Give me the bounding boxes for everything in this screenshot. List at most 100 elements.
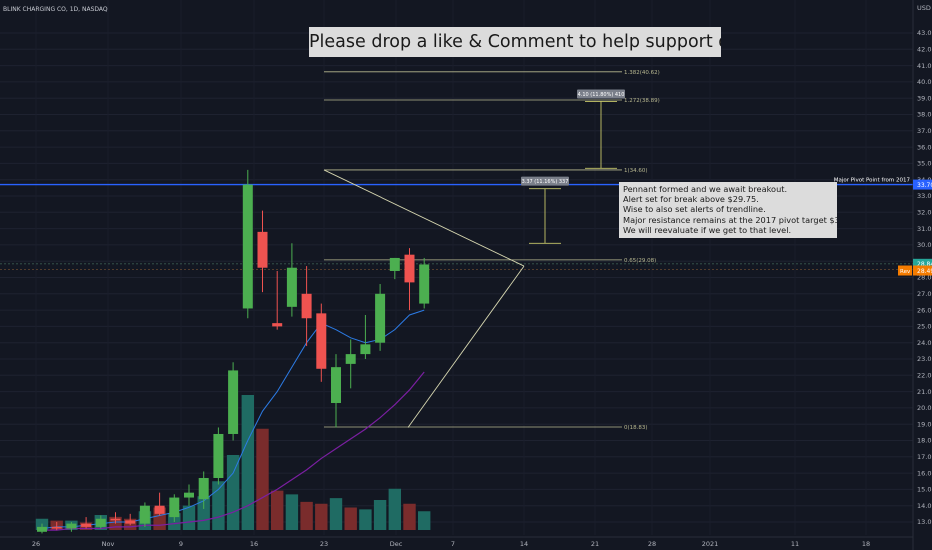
volume-bar [373,500,387,530]
time-tick-label: 9 [179,540,183,548]
volume-bar [271,490,284,530]
candle-body [286,267,297,307]
price-tick-label: 38.00 [917,111,932,119]
volume-bar [418,511,431,530]
price-tick-label: 32.00 [917,209,932,217]
candle-body [301,293,312,319]
pivot-price-tag [913,179,932,190]
candle-body [375,293,386,343]
time-tick-label: 7 [451,540,455,548]
measure-label: 4.10 (11.80%) 410 [578,92,625,98]
volume-bar [388,488,401,530]
candle-body [213,433,224,478]
candle-body [198,477,209,500]
price-tick-label: 42.00 [917,46,932,54]
candle-body [257,231,268,268]
price-axis[interactable]: 13.00 14.00 15.00 16.00 17.00 18.00 19.00 20.00… [912,0,932,550]
candle-body [184,492,194,498]
price-tick-label: 16.00 [917,469,932,477]
price-tick-label: 43.00 [917,29,932,37]
current-price-tag [913,265,932,276]
candle-body [242,184,253,309]
note-line: Pennant formed and we await breakout. [623,184,788,194]
measure-label-box [577,89,625,99]
price-tick-label: 15.00 [917,486,932,494]
volume-bar [403,503,416,530]
current-price-label: 28.49 [917,268,932,275]
current-price-badge [898,265,912,276]
time-tick-label: Nov [102,540,115,548]
volume-bar [226,455,240,530]
currency-label: USD [917,4,931,12]
price-tick-label: 31.00 [917,225,932,233]
price-tick-label: 21.00 [917,388,932,396]
last-price-tag [913,258,932,269]
price-tick-label: 24.00 [917,339,932,347]
price-tick-label: 17.00 [917,453,932,461]
ma-slow-line [42,371,425,531]
candle-body [51,526,62,529]
price-tick-label: 35.00 [917,160,932,168]
price-tick-label: 14.00 [917,502,932,510]
upper-trendline [323,169,525,267]
candles [37,169,430,534]
time-tick-label: 26 [32,540,40,548]
price-tick-label: 41.00 [917,62,932,70]
candle-body [95,518,106,527]
price-tick-label: 19.00 [917,420,932,428]
price-tick-label: 33.00 [917,192,932,200]
pivot-price-label: 33.70 [917,182,932,189]
current-price-tag-text: Rev [900,269,911,275]
price-tick-label: 25.00 [917,323,932,331]
volume-bar [256,428,269,530]
measure-label: 3.37 (11.16%) 337 [522,179,569,185]
price-tick-label: 18.00 [917,437,932,445]
candle-body [139,505,150,524]
volume-bar [344,507,357,530]
fib-level-label: 0(18.83) [624,425,648,431]
price-tick-label: 39.00 [917,94,932,102]
candle-body [316,313,327,369]
price-tick-label: 40.00 [917,78,932,86]
time-tick-label: 23 [320,540,328,548]
price-tick-label: 27.00 [917,290,932,298]
volume-bar [315,503,328,530]
candle-body [345,354,356,364]
candle-body [125,520,136,524]
price-tick-label: 23.00 [917,355,932,363]
pivot-label: Major Pivot Point from 2017 [834,178,911,184]
last-price-label: 28.84 [917,261,932,268]
note-line: Alert set for break above $29.75. [623,194,759,205]
volume-bar [197,496,210,530]
candle-body [154,505,165,514]
candle-body [419,264,430,304]
price-tick-label: 13.00 [917,518,932,526]
support-banner: Please drop a like & Comment to help sup… [309,27,721,57]
time-tick-label: 18 [862,540,870,548]
time-tick-label: 14 [520,540,528,548]
volume-bar [241,395,254,530]
time-axis[interactable]: 26 Nov 9 16 23 Dec 7 14 21 28 2021 11 18 [0,536,913,548]
time-tick-label: 28 [648,540,656,548]
price-tick-label: 22.00 [917,372,932,380]
candle-body [331,367,341,404]
candle-body [110,518,121,521]
time-tick-label: 21 [591,540,599,548]
price-tick-label: 26.00 [917,306,932,314]
price-tick-label: 36.00 [917,143,932,151]
price-tick-label: 20.00 [917,404,932,412]
fib-levels: 1.382(40.62) 1.272(38.89) 1(34.60) 0.65(29.… [0,70,913,431]
analysis-note: Pennant formed and we await breakout. Al… [619,182,837,238]
time-tick-label: 2021 [702,540,719,548]
note-line: We will reevaluate if we get to that lev… [623,224,792,235]
candle-body [81,523,92,527]
fib-level-label: 1(34.60) [624,168,648,174]
candle-body [360,344,371,355]
lower-trendline [407,265,525,428]
volume-bar [329,498,343,530]
time-tick-label: Dec [390,540,403,548]
time-tick-label: 11 [791,540,799,548]
symbol-title: BLINK CHARGING CO, 1D, NASDAQ [3,6,108,13]
note-line: Wise to also set alerts of trendline. [623,204,766,215]
